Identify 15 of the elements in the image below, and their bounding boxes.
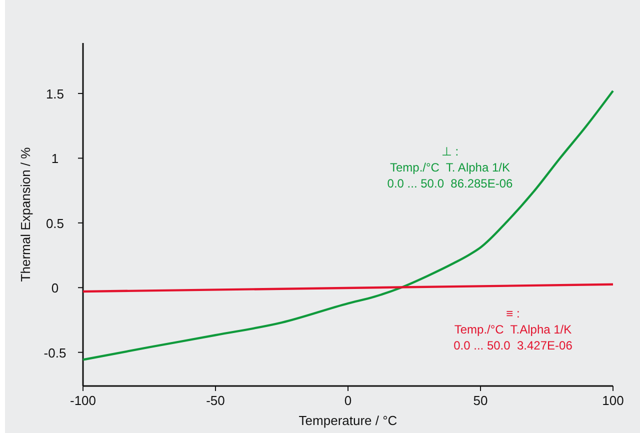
series-label: ⊥ : Temp./°C T. Alpha 1/K 0.0 ... 50.0 86.285E-06 bbox=[387, 144, 514, 191]
series-label: ≡ : Temp./°C T.Alpha 1/K 0.0 ... 50.0 3.427E-06 bbox=[454, 306, 573, 352]
y-tick-label: -0.5 bbox=[44, 345, 66, 360]
y-tick-label: 0 bbox=[51, 280, 59, 296]
x-tick-label: 100 bbox=[602, 393, 624, 408]
y-tick-label: 1.5 bbox=[46, 86, 64, 102]
line-series bbox=[82, 90, 614, 361]
y-tick-label: 0.5 bbox=[46, 216, 64, 231]
x-tick-label: 50 bbox=[473, 393, 488, 408]
x-tick-label: -50 bbox=[206, 393, 225, 408]
x-tick-label: -100 bbox=[70, 393, 96, 408]
y-tick-label: 1 bbox=[51, 151, 59, 166]
x-axis-title: Temperature / °C bbox=[298, 413, 398, 428]
x-tick-label: 0 bbox=[344, 393, 352, 408]
y-axis-title: Thermal Expansion / % bbox=[18, 146, 33, 282]
